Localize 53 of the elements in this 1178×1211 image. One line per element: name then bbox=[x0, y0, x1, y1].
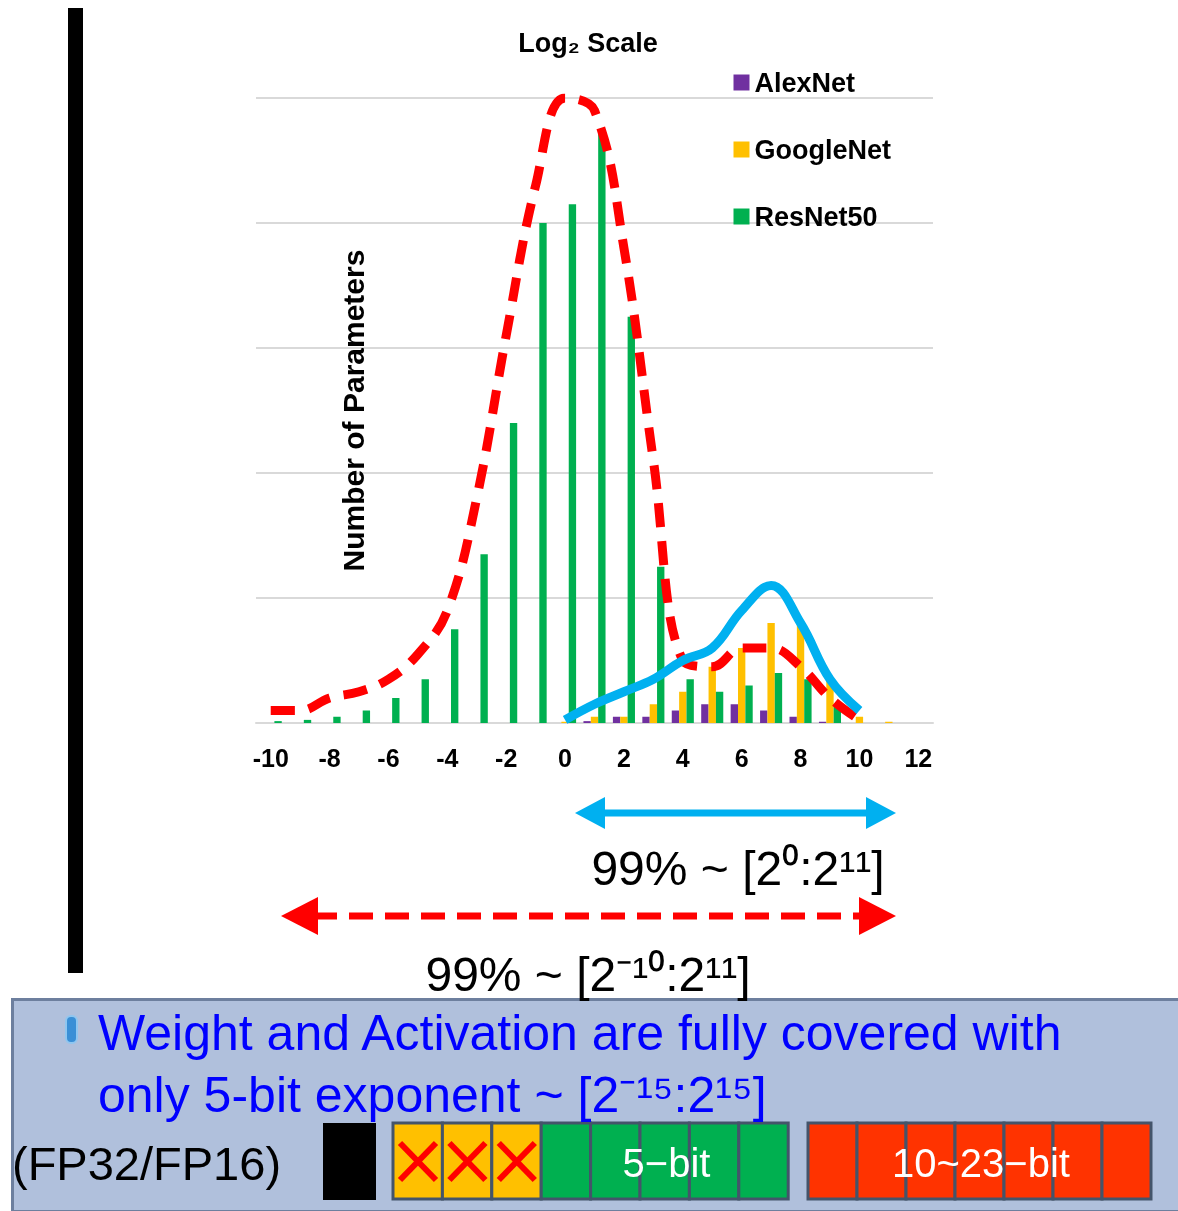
bar bbox=[715, 691, 724, 723]
x-tick-label: 12 bbox=[904, 743, 933, 772]
bar bbox=[671, 710, 680, 723]
text: 99% ~ [2⁻¹⁰:2¹¹] bbox=[424, 947, 752, 1003]
bar bbox=[745, 685, 753, 723]
legend-label: ResNet50 bbox=[754, 201, 878, 232]
bar bbox=[767, 623, 775, 723]
bar bbox=[451, 629, 459, 723]
text: 5−bit bbox=[621, 1141, 712, 1186]
bar bbox=[708, 666, 716, 723]
bar bbox=[333, 716, 341, 723]
bar bbox=[627, 316, 635, 723]
bar bbox=[649, 704, 658, 723]
x-tick-label: 8 bbox=[793, 743, 808, 772]
bar bbox=[730, 704, 738, 723]
x-tick-label: 2 bbox=[616, 743, 631, 772]
bar bbox=[855, 716, 864, 723]
bar bbox=[392, 698, 400, 723]
bar bbox=[760, 710, 768, 723]
x-tick-label: -10 bbox=[252, 743, 289, 772]
bar bbox=[737, 648, 746, 723]
bar bbox=[362, 710, 371, 723]
bar bbox=[539, 223, 547, 723]
x-tick-label: -2 bbox=[495, 743, 518, 772]
x-tick-label: -4 bbox=[436, 743, 459, 772]
x-tick-label: -6 bbox=[377, 743, 400, 772]
x-tick-label: 10 bbox=[845, 743, 874, 772]
bar bbox=[789, 716, 797, 723]
bar bbox=[642, 716, 650, 723]
bar bbox=[804, 679, 812, 723]
bar bbox=[620, 716, 628, 723]
x-tick-label: 0 bbox=[558, 743, 573, 772]
bar bbox=[568, 204, 577, 723]
x-tick-label: 6 bbox=[734, 743, 749, 772]
bar bbox=[679, 691, 687, 723]
bar bbox=[480, 554, 488, 723]
bar bbox=[612, 716, 621, 723]
bar bbox=[686, 679, 694, 723]
bar bbox=[774, 673, 783, 723]
bar bbox=[590, 716, 599, 723]
bar bbox=[303, 719, 312, 723]
chart-title: Log₂ Scale bbox=[518, 27, 658, 58]
bar bbox=[509, 423, 518, 723]
legend-label: AlexNet bbox=[754, 67, 856, 98]
text: (FP32/FP16) bbox=[12, 1136, 283, 1191]
x-tick-label: 4 bbox=[675, 743, 690, 772]
bar bbox=[421, 679, 429, 723]
x-tick-label: -8 bbox=[318, 743, 341, 772]
legend-label: GoogleNet bbox=[754, 134, 892, 165]
text: 99% ~ [2⁰:2¹¹] bbox=[590, 841, 886, 897]
text: Weight and Activation are fully covered with only 5-bit exponent ~ [2⁻¹⁵:2¹⁵] bbox=[98, 1004, 1063, 1125]
y-axis-title: Number of Parameters bbox=[336, 249, 370, 572]
bar bbox=[701, 704, 709, 723]
